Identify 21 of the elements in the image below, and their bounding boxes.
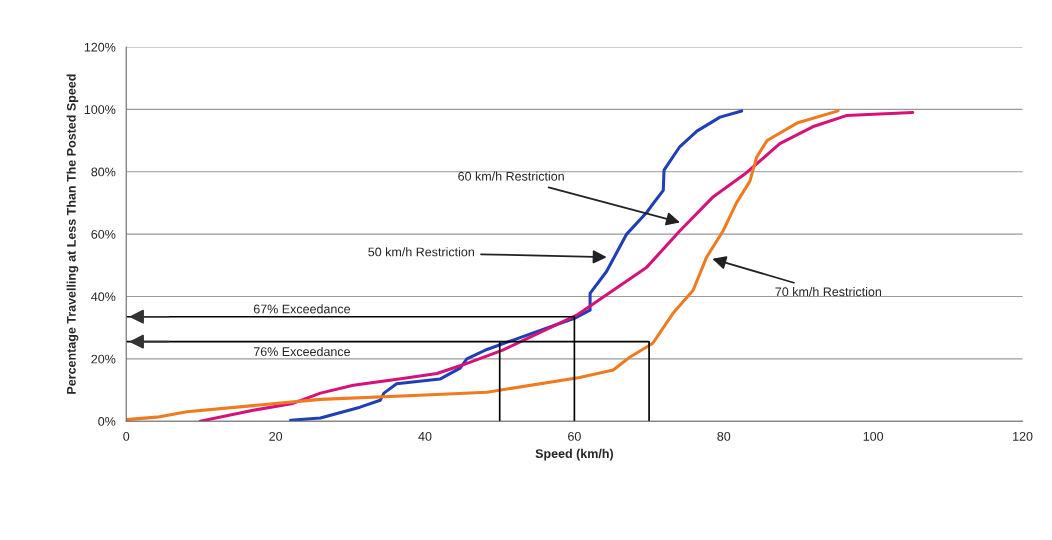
annotation: 70 km/h Restriction (775, 287, 882, 297)
y-tick-label: 0% (98, 417, 116, 426)
y-tick-label: 80% (91, 167, 116, 177)
annotation: 50 km/h Restriction (368, 247, 474, 257)
x-tick-label: 60 (568, 431, 581, 441)
x-axis-title: Speed (km/h) (535, 448, 614, 461)
x-tick-label: 120 (1013, 431, 1033, 441)
x-tick-label: 100 (863, 431, 884, 441)
x-tick-label: 20 (269, 431, 283, 441)
annotation: 67% Exceedance (253, 304, 351, 314)
annotation: 76% Exceedance (253, 346, 351, 357)
annotation: 60 km/h Restriction (458, 171, 564, 181)
y-tick-label: 60% (91, 229, 116, 239)
y-tick-label: 120% (84, 42, 116, 52)
y-axis-title: Percentage Travelling at Less Than The Posted Speed (66, 74, 79, 394)
x-tick-label: 40 (418, 431, 432, 441)
y-tick-label: 40% (91, 292, 116, 302)
x-tick-label: 80 (717, 431, 731, 441)
y-tick-label: 20% (91, 354, 116, 364)
x-tick-label: 0 (123, 431, 130, 441)
y-tick-label: 100% (84, 105, 116, 114)
